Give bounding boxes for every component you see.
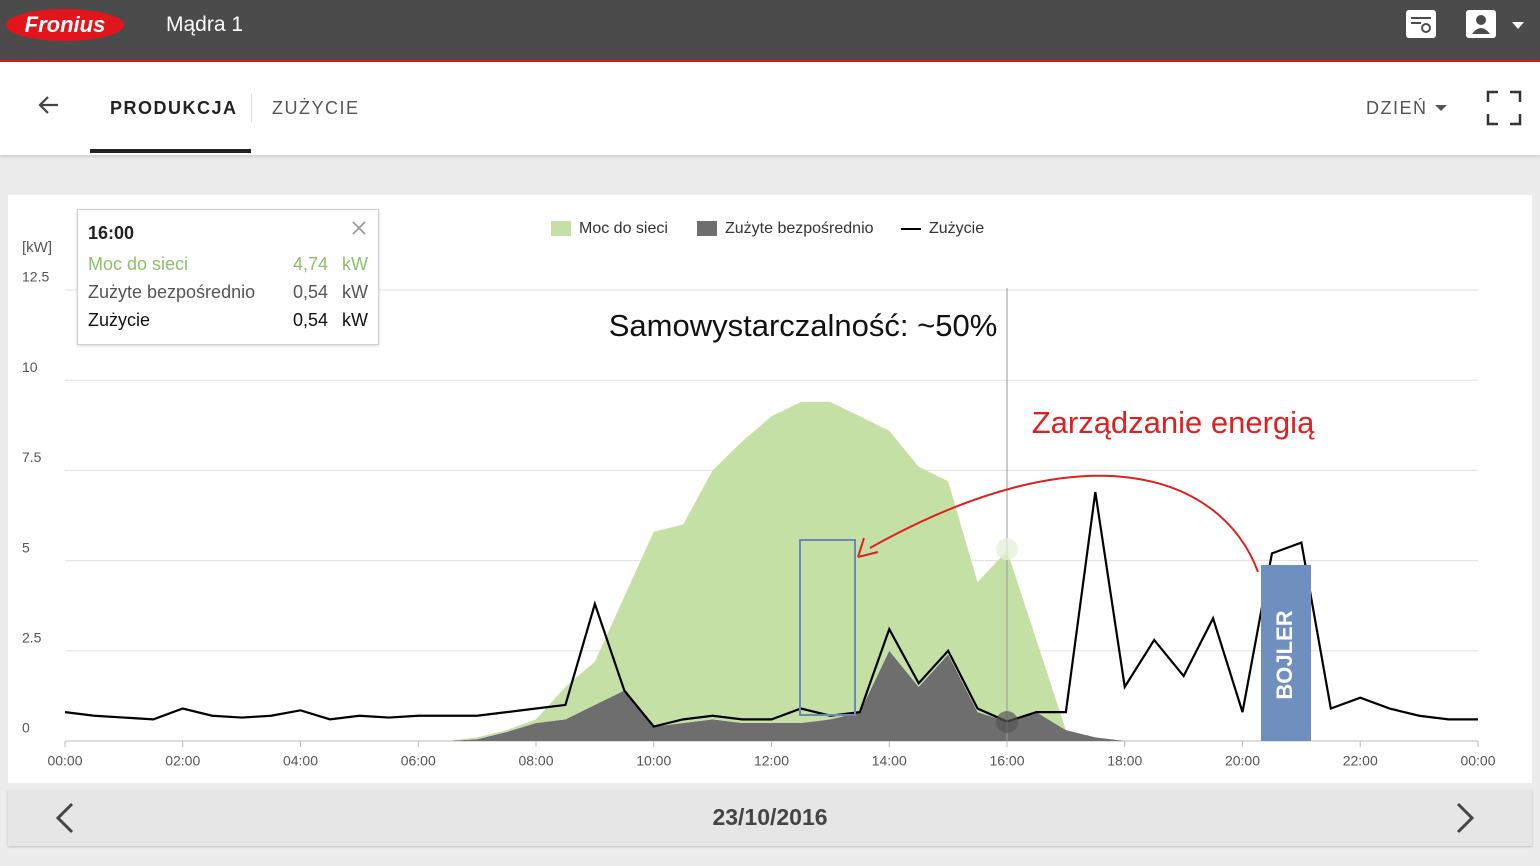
y-tick-label: 5 <box>22 539 30 555</box>
x-tick-label: 08:00 <box>518 753 553 769</box>
area <box>65 401 1478 741</box>
tooltip-row: Zużyte bezpośrednio 0,54 kW <box>88 282 368 304</box>
tooltip-unit: kW <box>342 310 368 330</box>
y-tick-label: 7.5 <box>22 449 42 465</box>
tab[interactable]: PRODUKCJA <box>110 98 238 118</box>
annotation: Zarządzanie energią <box>1032 405 1315 440</box>
fullscreen-button[interactable] <box>1486 90 1522 126</box>
y-tick-label: 10 <box>22 359 38 375</box>
date-bar: 23/10/2016 <box>8 790 1532 846</box>
legend-label: Zużyte bezpośrednio <box>725 220 874 237</box>
x-tick-label: 02:00 <box>165 753 200 769</box>
energy-arrow <box>869 474 1259 573</box>
period-select[interactable]: DZIEŃ <box>1366 98 1428 118</box>
tooltip-value: 0,54 <box>293 310 329 330</box>
x-tick-label: 06:00 <box>401 753 436 769</box>
next-day[interactable] <box>1454 802 1476 834</box>
tab[interactable]: ZUŻYCIE <box>272 98 360 118</box>
logo[interactable]: Fronius <box>6 9 124 41</box>
boiler-label: BOJLER <box>1272 610 1297 699</box>
legend-swatch <box>551 221 571 236</box>
x-tick-label: 00:00 <box>47 753 82 769</box>
highlight-box <box>799 539 856 716</box>
nav-bar: PRODUKCJA ZUŻYCIE DZIEŃ <box>0 62 1540 155</box>
tooltip-label: Zużycie <box>88 310 151 330</box>
tooltip-value: 0,54 <box>293 282 329 302</box>
tooltip-close[interactable] <box>350 219 368 237</box>
y-tick-label: 2.5 <box>22 630 42 646</box>
annotation: Samowystarczalność: ~50% <box>609 308 998 343</box>
legend-swatch <box>697 221 717 236</box>
hover-point <box>996 538 1018 560</box>
tab-divider <box>251 94 252 122</box>
x-tick-label: 04:00 <box>283 753 318 769</box>
tooltip-unit: kW <box>342 254 368 274</box>
y-axis-label: [kW] <box>22 239 52 256</box>
report-icon[interactable] <box>1404 8 1438 40</box>
x-tick-label: 00:00 <box>1460 753 1495 769</box>
energy-arrowhead <box>857 537 879 558</box>
tooltip-row: Zużycie 0,54 kW <box>88 310 368 332</box>
legend-label: Moc do sieci <box>579 220 668 237</box>
top-bar: Fronius Mądra 1 <box>0 0 1540 62</box>
boiler-bar <box>1261 565 1311 741</box>
x-tick-label: 22:00 <box>1343 753 1378 769</box>
line <box>64 491 1478 728</box>
user-menu[interactable] <box>1464 8 1530 40</box>
x-tick-label: 20:00 <box>1225 753 1260 769</box>
tooltip-label: Moc do sieci <box>88 254 189 274</box>
date: 23/10/2016 <box>712 804 828 830</box>
x-tick-label: 12:00 <box>754 753 789 769</box>
site-name: Mądra 1 <box>166 13 244 36</box>
x-tick-label: 14:00 <box>872 753 907 769</box>
tooltip-label: Zużyte bezpośrednio <box>88 282 256 302</box>
back-button[interactable] <box>36 94 62 116</box>
tooltip: 16:00 Moc do sieci 4,74 kW Zużyte bezpośre… <box>77 209 379 345</box>
dropdown-caret <box>1435 105 1447 111</box>
legend-label: Zużycie <box>929 220 984 237</box>
x-tick-label: 10:00 <box>636 753 671 769</box>
tooltip-unit: kW <box>342 282 368 302</box>
hover-point <box>996 711 1018 733</box>
x-tick-label: 18:00 <box>1107 753 1142 769</box>
tooltip-time: 16:00 <box>88 223 135 243</box>
y-tick-label: 0 <box>22 720 30 736</box>
y-tick-label: 12.5 <box>22 269 49 285</box>
tab-indicator <box>90 149 251 153</box>
tooltip-value: 4,74 <box>293 254 329 274</box>
prev-day[interactable] <box>54 802 76 834</box>
x-tick-label: 16:00 <box>989 753 1024 769</box>
tooltip-row: Moc do sieci 4,74 kW <box>88 254 368 276</box>
